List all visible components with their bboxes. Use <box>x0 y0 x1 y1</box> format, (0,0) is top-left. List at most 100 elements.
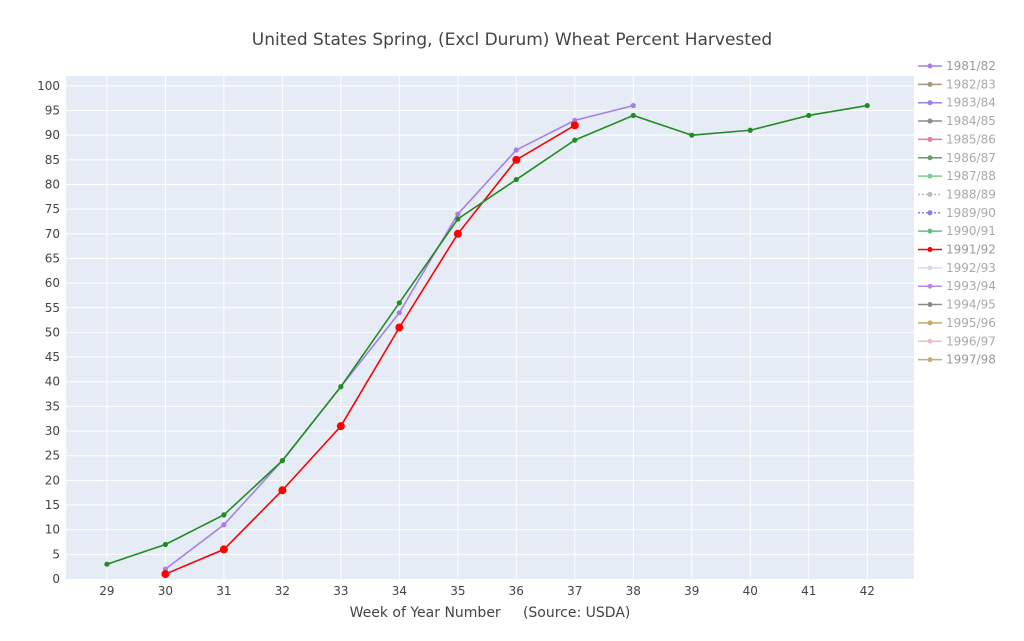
legend-item[interactable]: 1984/85 <box>918 114 996 128</box>
plot-area-background <box>66 76 914 579</box>
legend-label: 1993/94 <box>946 279 996 293</box>
y-tick-label: 10 <box>45 523 60 537</box>
x-tick-label: 38 <box>626 584 641 598</box>
legend[interactable]: 1981/82 1982/83 1983/84 1984/85 1985/86 1986/… <box>918 59 996 367</box>
data-point <box>338 384 344 390</box>
series-line <box>165 124 576 575</box>
data-point <box>806 112 812 119</box>
legend-item[interactable]: 1990/91 <box>918 224 996 238</box>
legend-label: 1985/86 <box>946 132 996 146</box>
series-1991-92 <box>161 121 579 579</box>
legend-item[interactable]: 1996/97 <box>918 334 996 348</box>
data-point <box>630 112 636 119</box>
x-axis-title: Week of Year Number (Source: USDA) <box>350 605 631 621</box>
legend-swatch-marker <box>927 63 933 69</box>
y-tick-label: 5 <box>52 547 60 561</box>
legend-swatch-marker <box>927 302 933 308</box>
data-point <box>455 216 461 222</box>
x-tick-label: 33 <box>333 584 348 598</box>
legend-item[interactable]: 1983/84 <box>918 96 996 110</box>
legend-label: 1990/91 <box>946 224 996 238</box>
data-point <box>513 176 519 183</box>
legend-item[interactable]: 1989/90 <box>918 206 996 220</box>
legend-label: 1984/85 <box>946 114 996 128</box>
legend-item[interactable]: 1992/93 <box>918 261 996 275</box>
legend-item[interactable]: 1985/86 <box>918 132 996 146</box>
data-point <box>278 486 287 495</box>
legend-label: 1988/89 <box>946 187 996 201</box>
legend-swatch-marker <box>927 173 933 179</box>
data-point <box>572 137 578 143</box>
legend-label: 1995/96 <box>946 316 996 330</box>
y-tick-label: 45 <box>45 350 60 364</box>
legend-item[interactable]: 1982/83 <box>918 77 996 91</box>
legend-swatch-marker <box>927 155 933 161</box>
y-tick-label: 100 <box>37 79 60 93</box>
legend-label: 1982/83 <box>946 77 996 91</box>
legend-label: 1991/92 <box>946 243 996 257</box>
x-tick-label: 34 <box>392 584 407 598</box>
data-point <box>395 323 404 332</box>
legend-swatch-marker <box>927 210 933 216</box>
x-tick-label: 30 <box>158 584 173 598</box>
series-layer <box>104 102 870 579</box>
data-point <box>630 102 636 109</box>
data-point <box>336 422 345 431</box>
x-tick-label: 36 <box>509 584 524 598</box>
x-tick-label: 31 <box>216 584 231 598</box>
y-tick-label: 25 <box>45 449 60 463</box>
legend-item[interactable]: 1991/92 <box>918 243 996 257</box>
data-point <box>455 211 461 217</box>
legend-item[interactable]: 1994/95 <box>918 298 996 312</box>
data-point <box>512 155 521 164</box>
x-tick-label: 37 <box>567 584 582 598</box>
x-tick-label: 42 <box>860 584 875 598</box>
y-tick-label: 70 <box>45 227 60 241</box>
legend-label: 1997/98 <box>946 353 996 367</box>
data-point <box>221 512 227 518</box>
legend-swatch-marker <box>927 136 933 142</box>
legend-label: 1981/82 <box>946 59 996 73</box>
grid <box>66 76 914 579</box>
data-point <box>864 102 870 109</box>
data-point <box>162 541 169 548</box>
legend-item[interactable]: 1986/87 <box>918 151 996 165</box>
legend-swatch-marker <box>927 338 933 344</box>
y-tick-label: 50 <box>45 325 60 339</box>
y-tick-label: 55 <box>45 301 60 315</box>
data-point <box>104 561 110 567</box>
data-point <box>570 121 579 130</box>
data-point <box>221 522 227 528</box>
y-tick-label: 15 <box>45 498 60 512</box>
legend-item[interactable]: 1997/98 <box>918 353 996 367</box>
legend-swatch-marker <box>927 357 933 363</box>
data-point <box>513 147 519 153</box>
legend-label: 1989/90 <box>946 206 996 220</box>
data-point <box>279 458 285 464</box>
data-point <box>161 570 170 579</box>
y-tick-label: 20 <box>45 473 60 487</box>
x-axis-ticks: 29 30 31 32 33 34 35 36 37 38 39 40 41 42 <box>99 584 875 598</box>
legend-item[interactable]: 1987/88 <box>918 169 996 183</box>
x-tick-label: 39 <box>684 584 699 598</box>
legend-item[interactable]: 1995/96 <box>918 316 996 330</box>
y-tick-label: 40 <box>45 375 60 389</box>
legend-label: 1987/88 <box>946 169 996 183</box>
data-point <box>747 127 753 133</box>
legend-label: 1992/93 <box>946 261 996 275</box>
legend-swatch-marker <box>927 81 933 87</box>
legend-swatch-marker <box>927 265 933 271</box>
legend-item[interactable]: 1981/82 <box>918 59 996 73</box>
legend-swatch-marker <box>927 191 933 197</box>
legend-item[interactable]: 1988/89 <box>918 187 996 201</box>
y-tick-label: 90 <box>45 128 60 142</box>
data-point <box>396 300 402 306</box>
y-tick-label: 85 <box>45 153 60 167</box>
legend-label: 1996/97 <box>946 334 996 348</box>
y-axis-ticks: 0 5 10 15 20 25 30 35 40 45 50 55 60 65 70 75 80 85 90 95 10… <box>37 79 60 586</box>
legend-item[interactable]: 1993/94 <box>918 279 996 293</box>
chart-title: United States Spring, (Excl Durum) Wheat… <box>252 30 772 50</box>
data-point <box>219 545 228 554</box>
x-tick-label: 29 <box>99 584 114 598</box>
